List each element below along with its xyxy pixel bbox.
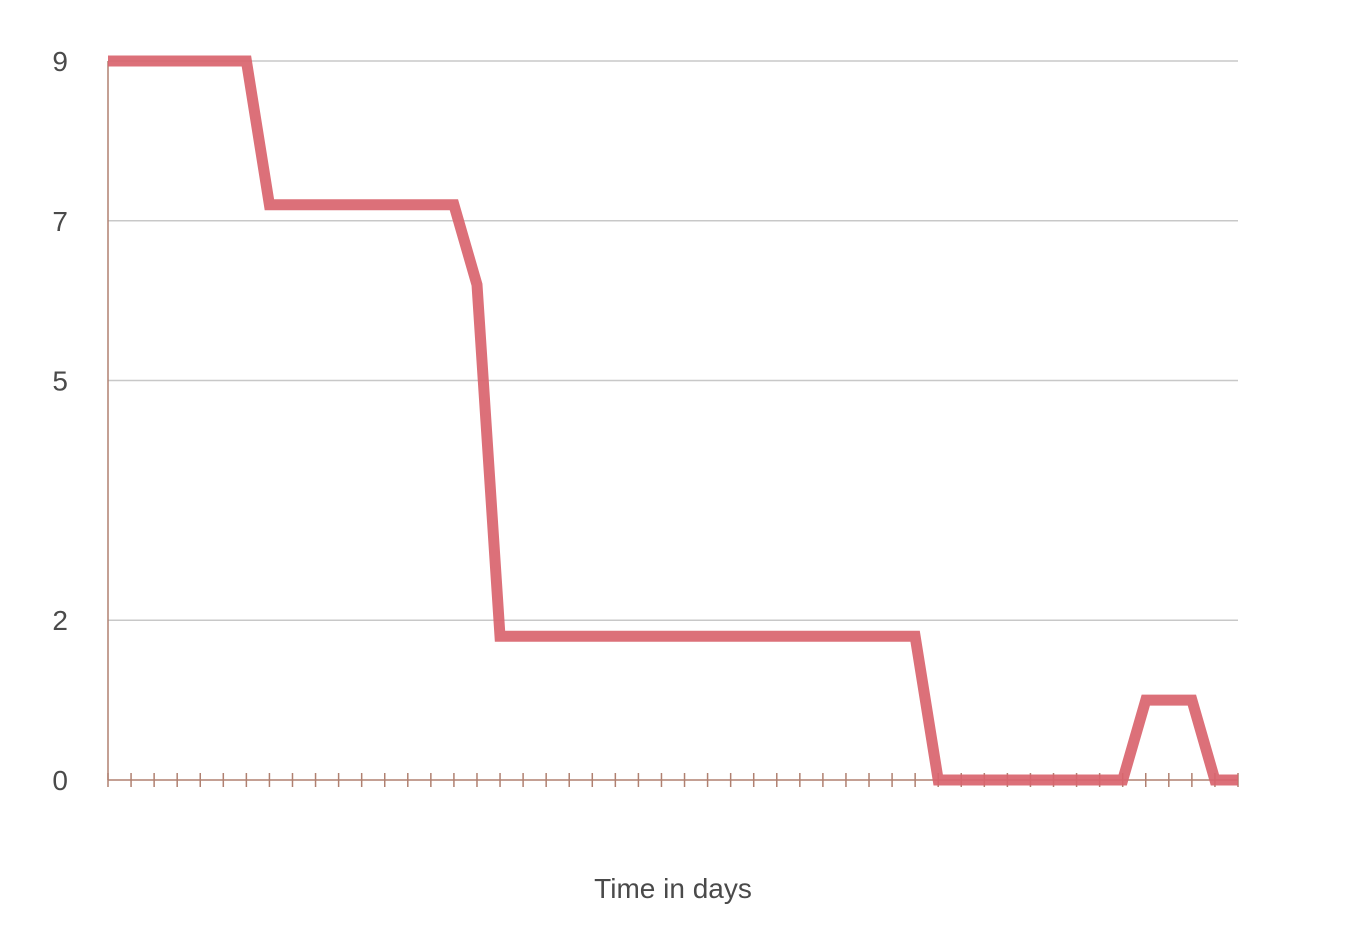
y-tick-label-0: 0 — [52, 765, 68, 796]
y-tick-label-9: 9 — [52, 46, 68, 77]
series-group — [108, 55, 1238, 786]
grid-lines — [108, 60, 1238, 621]
y-tick-label-7: 7 — [52, 206, 68, 237]
y-tick-labels: 0 2 5 7 9 — [52, 46, 68, 796]
x-axis-title: Time in days — [594, 873, 752, 904]
series-line-1 — [108, 55, 1238, 786]
y-tick-label-2: 2 — [52, 605, 68, 636]
y-tick-label-5: 5 — [52, 366, 68, 397]
